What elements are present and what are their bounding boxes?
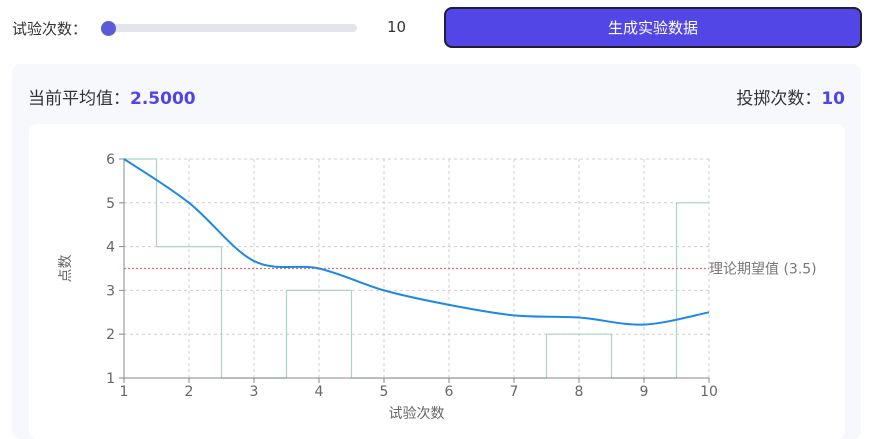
x-tick-label: 5: [380, 384, 389, 400]
y-tick-label: 3: [106, 283, 115, 299]
y-axis-title: 点数: [58, 255, 74, 283]
mean-label: 当前平均值：: [28, 89, 130, 109]
axes: 1 2 3 4 5 6 7 8 9 10 1 2 3 4 5 6: [106, 152, 718, 400]
trials-label: 试验次数：: [12, 20, 88, 38]
slider-thumb[interactable]: [101, 21, 116, 36]
trials-value: 10: [387, 18, 407, 36]
x-tick-label: 10: [700, 384, 718, 400]
mean-stat: 当前平均值：2.5000: [28, 84, 196, 109]
mean-value: 2.5000: [130, 89, 196, 109]
y-tick-label: 1: [106, 371, 115, 387]
y-tick-label: 4: [106, 240, 115, 256]
expected-value-label: 理论期望值 (3.5): [709, 262, 817, 278]
mean-series: [123, 158, 710, 326]
x-tick-label: 6: [445, 384, 454, 400]
y-tick-label: 5: [106, 196, 115, 212]
slider-track[interactable]: [101, 24, 357, 32]
x-tick-label: 3: [250, 384, 259, 400]
y-tick-label: 6: [106, 152, 115, 168]
reference-line: 理论期望值 (3.5): [124, 262, 817, 278]
x-tick-label: 9: [640, 384, 649, 400]
running-mean-chart: 1 2 3 4 5 6 7 8 9 10 1 2 3 4 5 6 理论期望值 (3.5) 试验次数 点数: [58, 152, 817, 423]
throws-label: 投掷次数：: [736, 89, 822, 109]
controls-bar: 试验次数： 10 生成实验数据: [0, 0, 878, 58]
x-tick-label: 8: [575, 384, 584, 400]
x-tick-label: 4: [315, 384, 324, 400]
throws-stat: 投掷次数：10: [736, 84, 845, 109]
chart-card: 1 2 3 4 5 6 7 8 9 10 1 2 3 4 5 6 理论期望值 (3.5) 试验次数 点数: [29, 124, 845, 439]
x-tick-label: 1: [120, 384, 129, 400]
trials-slider[interactable]: [101, 21, 357, 36]
x-tick-label: 7: [510, 384, 519, 400]
generate-data-button[interactable]: 生成实验数据: [444, 7, 862, 48]
running-mean-line: [123, 158, 710, 326]
x-tick-label: 2: [185, 384, 194, 400]
x-axis-title: 试验次数: [389, 406, 445, 422]
throws-value: 10: [821, 89, 845, 109]
y-tick-label: 2: [106, 327, 115, 343]
results-panel: 当前平均值：2.5000 投掷次数：10 1 2 3 4 5 6 7 8 9 10 1 2 3 4 5 6 理…: [12, 64, 861, 439]
axis-labels: 试验次数 点数: [58, 255, 445, 423]
